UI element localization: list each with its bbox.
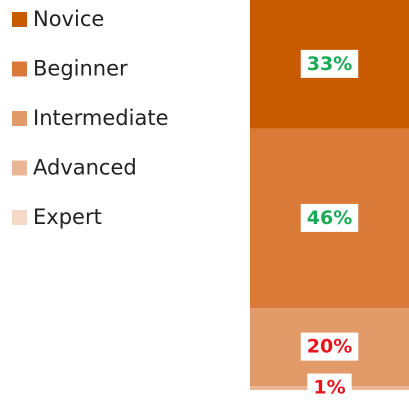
data-label: 33% [307,53,352,75]
label-background [300,203,359,232]
legend-label: Advanced [33,156,137,180]
legend-swatch [12,160,27,176]
legend-label: Novice [33,7,104,31]
legend-label: Beginner [33,57,128,81]
legend-label: Intermediate [33,106,169,130]
label-background [307,373,352,400]
data-label: 20% [307,336,352,358]
legend-swatch [12,61,27,77]
legend-label: Expert [33,205,102,229]
label-background [300,49,359,78]
legend-swatch [12,12,27,27]
legend-swatch [12,111,27,126]
data-label: 46% [307,207,352,229]
data-label: 1% [313,377,345,399]
legend-swatch [12,210,27,225]
label-background [300,332,359,361]
